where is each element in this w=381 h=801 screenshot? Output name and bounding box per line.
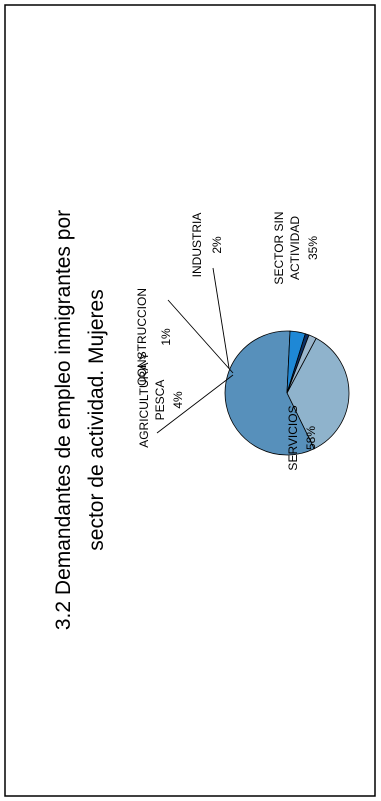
label-sector-pct: 35% — [306, 236, 320, 260]
label-servicios: SERVICIOS 58% — [286, 405, 318, 470]
label-construccion-line-1: CONSTRUCCION — [135, 288, 149, 386]
label-construccion-pct: 1% — [159, 328, 173, 346]
label-sector-sin-actividad: SECTOR SIN ACTIVIDAD 35% — [272, 211, 320, 284]
label-servicios-pct: 58% — [304, 426, 318, 450]
label-industria: INDUSTRIA 2% — [190, 213, 224, 278]
label-agricultura: AGRICULTURA Y PESCA 4% — [137, 352, 185, 448]
label-agricultura-pct: 4% — [171, 391, 185, 409]
pie-slice-sector-sin-actividad — [286, 337, 350, 450]
label-industria-pct: 2% — [210, 236, 224, 254]
chart-title-line-1: 3.2 Demandantes de empleo inmigrantes po… — [52, 210, 75, 630]
pie-slice-industria — [286, 334, 317, 394]
chart-title-line-2: sector de actividad. Mujeres — [85, 289, 108, 550]
leader-line-industria — [212, 267, 230, 369]
label-sector-line-2: ACTIVIDAD — [288, 216, 302, 280]
label-industria-line-1: INDUSTRIA — [190, 213, 204, 278]
leader-line-agricultura — [156, 374, 234, 434]
label-sector-line-1: SECTOR SIN — [272, 211, 286, 284]
label-construccion: CONSTRUCCION 1% — [135, 288, 173, 386]
label-agricultura-line-1: AGRICULTURA Y — [137, 352, 151, 448]
leader-line-construccion — [167, 299, 234, 374]
chart-title: 3.2 Demandantes de empleo inmigrantes po… — [52, 210, 108, 630]
label-agricultura-line-2: PESCA — [153, 380, 167, 421]
pie-chart — [224, 330, 350, 456]
pie-slice-servicios — [224, 330, 315, 456]
label-servicios-line-1: SERVICIOS — [286, 405, 300, 470]
